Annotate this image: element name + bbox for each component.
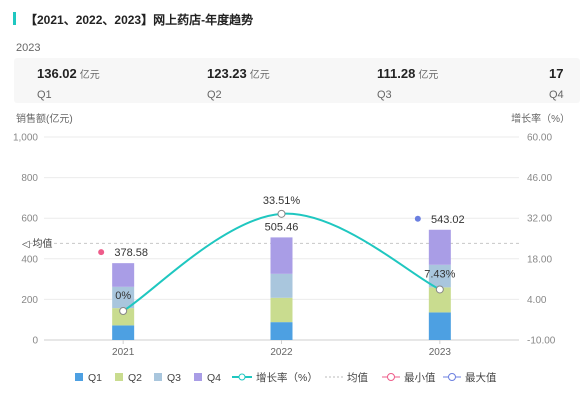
min-value-marker bbox=[98, 249, 105, 256]
y2-tick-label: 18.00 bbox=[527, 254, 552, 265]
kpi-q1[interactable]: 136.02 亿元 Q1 bbox=[37, 65, 100, 101]
y2-tick-label: -10.00 bbox=[527, 336, 556, 347]
legend-label: 均值 bbox=[347, 371, 368, 384]
y-tick-label: 1,000 bbox=[13, 133, 38, 144]
y2-tick-label: 32.00 bbox=[527, 214, 552, 225]
y-tick-label: 600 bbox=[21, 214, 38, 225]
bar-q3 bbox=[428, 264, 451, 288]
growth-rate-label: 33.51% bbox=[263, 195, 301, 207]
y2-tick-label: 4.00 bbox=[527, 295, 547, 306]
bar-q2 bbox=[112, 308, 135, 326]
y2-tick-label: 60.00 bbox=[527, 133, 552, 144]
bar-total-label: 543.02 bbox=[431, 214, 465, 226]
legend-label: Q1 bbox=[88, 372, 102, 384]
legend-label: Q2 bbox=[128, 372, 142, 384]
legend-swatch bbox=[154, 373, 162, 381]
x-tick-label: 2023 bbox=[429, 347, 452, 358]
title-accent-bar bbox=[13, 12, 16, 25]
bar-q1 bbox=[270, 322, 293, 340]
kpi-value: 111.28 bbox=[377, 66, 416, 81]
average-label: ◁ 均值 bbox=[22, 237, 52, 250]
legend-swatch bbox=[194, 373, 202, 381]
summary-strip: 136.02 亿元 Q1 123.23 亿元 Q2 111.28 亿元 Q3 17 Q… bbox=[14, 58, 580, 103]
growth-rate-label: 7.43% bbox=[424, 268, 455, 280]
max-value-marker bbox=[414, 215, 421, 222]
kpi-unit: 亿元 bbox=[418, 70, 439, 81]
bar-q1 bbox=[428, 312, 451, 340]
kpi-label: Q4 bbox=[549, 89, 564, 101]
kpi-q3[interactable]: 111.28 亿元 Q3 bbox=[377, 65, 438, 101]
kpi-unit: 亿元 bbox=[249, 70, 270, 81]
bar-q2 bbox=[270, 297, 293, 323]
legend-label: 最大值 bbox=[465, 371, 497, 384]
kpi-label: Q2 bbox=[207, 89, 222, 101]
bar-total-label: 378.58 bbox=[114, 247, 148, 259]
kpi-value: 17 bbox=[549, 66, 564, 81]
legend-swatch bbox=[75, 373, 83, 381]
legend-ring bbox=[387, 373, 395, 381]
kpi-value: 123.23 bbox=[207, 66, 247, 81]
legend-label: 最小值 bbox=[404, 371, 436, 384]
y2-tick-label: 46.00 bbox=[527, 173, 552, 184]
legend-ring bbox=[448, 373, 456, 381]
kpi-q4[interactable]: 17 Q4 bbox=[549, 65, 566, 101]
bar-q1 bbox=[112, 325, 135, 340]
y2-axis-title: 增长率（%） bbox=[511, 112, 570, 125]
page-title: 【2021、2022、2023】网上药店-年度趋势 bbox=[25, 13, 254, 27]
legend-label: Q3 bbox=[167, 372, 181, 384]
legend-label: 增长率（%） bbox=[256, 371, 318, 384]
kpi-value: 136.02 bbox=[37, 66, 77, 81]
x-tick-label: 2022 bbox=[270, 347, 293, 358]
bar-q3 bbox=[112, 286, 135, 309]
y-tick-label: 400 bbox=[21, 254, 38, 265]
legend-swatch bbox=[115, 373, 123, 381]
kpi-unit: 亿元 bbox=[79, 70, 100, 81]
x-tick-label: 2021 bbox=[112, 347, 135, 358]
bar-q3 bbox=[270, 273, 293, 298]
bar-q4 bbox=[270, 237, 293, 274]
growth-rate-point bbox=[435, 285, 444, 294]
kpi-label: Q3 bbox=[377, 89, 392, 101]
y-axis-title: 销售额(亿元) bbox=[16, 112, 73, 125]
growth-rate-point bbox=[119, 307, 128, 315]
year-label: 2023 bbox=[16, 42, 41, 54]
legend-label: Q4 bbox=[207, 372, 221, 384]
growth-rate-label: 0% bbox=[115, 290, 131, 302]
y-tick-label: 0 bbox=[32, 336, 38, 347]
bar-q4 bbox=[428, 229, 451, 265]
bar-q2 bbox=[428, 287, 451, 313]
kpi-q2[interactable]: 123.23 亿元 Q2 bbox=[207, 65, 270, 101]
y-tick-label: 200 bbox=[21, 295, 38, 306]
legend-line-marker bbox=[238, 373, 246, 381]
bar-q4 bbox=[112, 263, 135, 287]
bar-total-label: 505.46 bbox=[265, 221, 299, 233]
growth-rate-point bbox=[277, 209, 286, 218]
y-tick-label: 800 bbox=[21, 173, 38, 184]
kpi-label: Q1 bbox=[37, 89, 52, 101]
